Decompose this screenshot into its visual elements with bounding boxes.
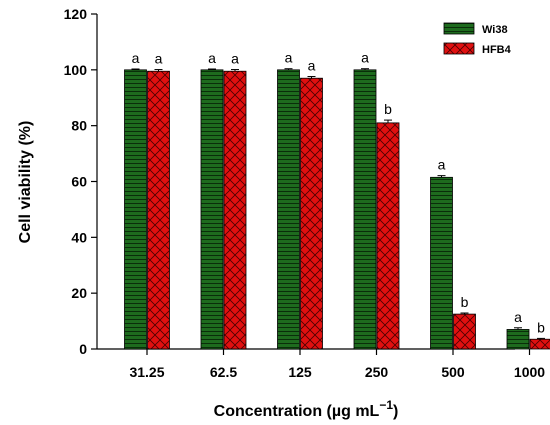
x-tick-label: 250: [365, 364, 389, 380]
legend-swatch-hfb4: [443, 42, 475, 55]
y-tick-label: 100: [64, 62, 88, 78]
significance-letter-wi38: a: [132, 50, 140, 66]
legend-swatch-wi38: [443, 22, 475, 35]
bars: [124, 69, 550, 350]
bar-hfb4: [300, 77, 323, 350]
significance-letter-wi38: a: [514, 309, 522, 325]
x-axis-title: Concentration (µg mL−1): [214, 398, 399, 420]
x-axis-title-superscript: −1: [379, 398, 393, 412]
significance-letter-wi38: a: [208, 50, 216, 66]
x-axis-title-main: Concentration (µg mL: [214, 403, 380, 420]
significance-letter-hfb4: a: [231, 51, 239, 67]
bar-wi38: [200, 69, 224, 350]
x-tick-label: 31.25: [129, 364, 164, 380]
x-tick-label: 500: [441, 364, 465, 380]
significance-letter-wi38: a: [438, 157, 446, 173]
significance-letter-wi38: a: [285, 50, 293, 66]
significance-letter-wi38: a: [361, 50, 369, 66]
bar-hfb4: [147, 70, 170, 350]
y-tick-label: 80: [71, 118, 87, 134]
y-tick-label: 0: [79, 341, 87, 357]
significance-letter-hfb4: b: [461, 294, 469, 310]
bar-wi38: [124, 69, 147, 350]
significance-letter-hfb4: a: [308, 58, 316, 74]
y-axis-ticks: 0 20 40 60 80 100 120: [64, 6, 97, 357]
y-tick-label: 40: [71, 229, 87, 245]
x-axis-title-suffix: ): [393, 403, 398, 420]
y-tick-label: 120: [64, 6, 88, 22]
significance-letter-hfb4: b: [537, 319, 545, 335]
x-tick-label: 62.5: [210, 364, 237, 380]
x-axis-ticks: 31.25 62.5 125 250 500 1000: [129, 349, 545, 380]
x-tick-label: 1000: [514, 364, 545, 380]
y-tick-label: 20: [71, 285, 87, 301]
bar-wi38: [277, 69, 300, 350]
bar-wi38: [506, 329, 530, 350]
bar-hfb4: [453, 313, 476, 350]
legend-label-hfb4: HFB4: [482, 44, 512, 56]
significance-letter-hfb4: a: [155, 51, 163, 67]
legend-label-wi38: Wi38: [482, 24, 508, 36]
legend: Wi38 HFB4: [443, 22, 512, 56]
y-tick-label: 60: [71, 174, 87, 190]
x-tick-label: 125: [288, 364, 312, 380]
bar-hfb4: [376, 122, 400, 350]
significance-letter-hfb4: b: [384, 101, 392, 117]
y-axis-title: Cell viability (%): [17, 121, 34, 244]
bar-wi38: [353, 69, 377, 350]
bar-wi38: [430, 176, 453, 350]
bar-hfb4: [223, 70, 247, 350]
bar-hfb4: [529, 338, 550, 350]
error-bars: [131, 68, 545, 340]
